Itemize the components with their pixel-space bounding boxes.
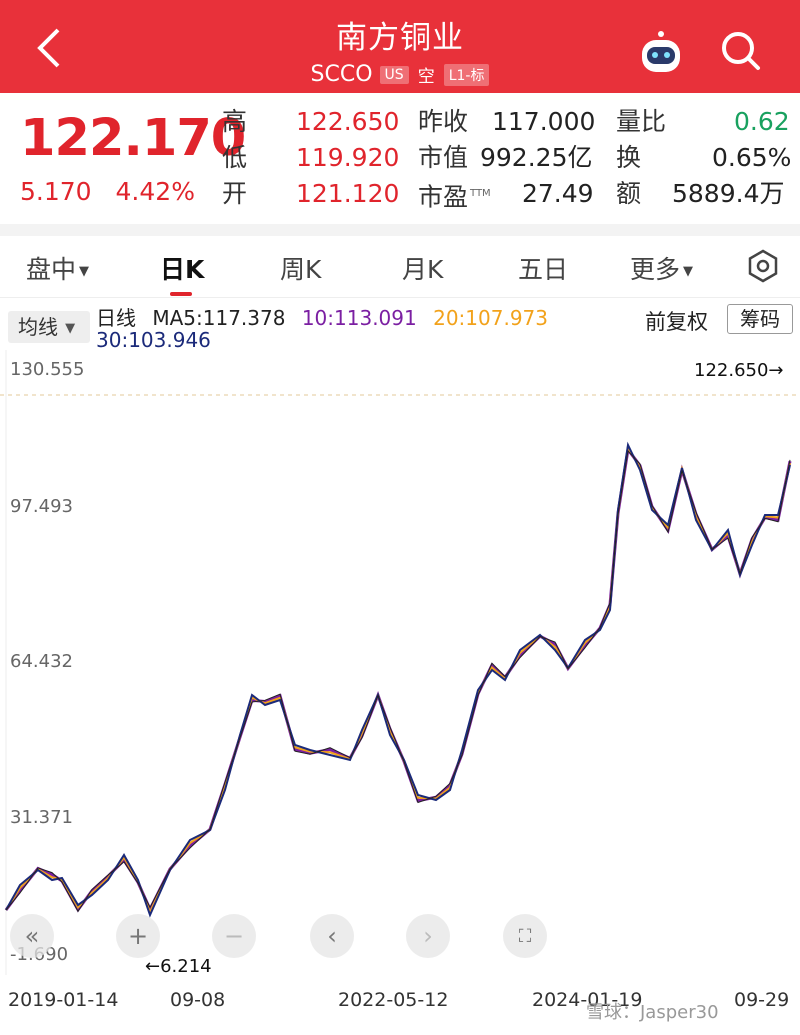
fullscreen-button[interactable]: ⛶ — [503, 914, 547, 958]
ma10-value: 10:113.091 — [301, 306, 417, 330]
price-curve-line — [5, 449, 791, 913]
watermark: 雪球：Jasper30 — [586, 1002, 719, 1023]
y-axis-label: 97.493 — [10, 496, 73, 517]
high-value: 122.650 — [296, 107, 400, 136]
active-tab-indicator — [170, 292, 192, 296]
tab-monthly-k[interactable]: 月K — [402, 255, 444, 284]
chart-settings-icon[interactable] — [745, 248, 781, 284]
open-label: 开 — [222, 179, 248, 208]
prev-close-label: 昨收 — [418, 107, 469, 136]
x-axis-label: 2024-01-19 — [532, 989, 643, 1011]
amount-value: 5889.4万 — [672, 179, 785, 208]
ma-values: 日线 MA5:117.378 10:113.091 20:107.973 — [96, 302, 558, 331]
turnover-value: 0.65% — [712, 143, 792, 172]
x-axis-label: 09-08 — [170, 989, 226, 1011]
open-value: 121.120 — [296, 179, 400, 208]
search-icon[interactable] — [718, 28, 764, 74]
x-axis-label: 2019-01-14 — [8, 989, 119, 1011]
header-bar: 南方铜业 SCCO US 空 L1-标 — [0, 0, 800, 93]
short-tag: 空 — [417, 67, 435, 87]
chevron-down-icon: ▼ — [79, 263, 90, 279]
change-amount: 5.170 — [20, 177, 92, 206]
zoom-in-button[interactable]: + — [116, 914, 160, 958]
section-divider — [0, 224, 800, 236]
x-axis-label: 09-29 — [734, 989, 790, 1011]
price-curve-line — [4, 445, 792, 913]
rewind-button[interactable]: « — [10, 914, 54, 958]
x-axis-label: 2022-05-12 — [338, 989, 449, 1011]
plus-icon: + — [127, 922, 149, 950]
turnover-label: 换 — [616, 143, 642, 172]
price-adjust-selector[interactable]: 前复权 — [645, 310, 708, 334]
y-axis-label-top: 130.555 — [10, 359, 85, 380]
ma5-value: MA5:117.378 — [152, 306, 286, 330]
fullscreen-icon: ⛶ — [518, 925, 532, 947]
ma30-value: 30:103.946 — [96, 328, 211, 352]
scroll-left-button[interactable]: ‹ — [310, 914, 354, 958]
market-tag: US — [379, 65, 409, 84]
back-arrow-icon[interactable] — [30, 26, 70, 70]
page-title: 南方铜业 — [336, 20, 464, 56]
chevron-left-icon: ‹ — [327, 922, 337, 950]
tab-intraday[interactable]: 盘中 ▼ — [26, 255, 90, 284]
volume-ratio-value: 0.62 — [734, 107, 790, 136]
tab-more[interactable]: 更多 ▼ — [630, 255, 694, 284]
ma-selector-button[interactable]: 均线 ▼ — [8, 311, 90, 343]
change-percent: 4.42% — [115, 177, 195, 206]
amount-label: 额 — [616, 179, 642, 208]
low-label: 低 — [222, 143, 248, 172]
kline-chart[interactable] — [0, 350, 800, 990]
chevron-down-icon: ▼ — [61, 320, 76, 336]
period-tabs: 盘中 ▼ 日K 周K 月K 五日 更多 ▼ — [0, 236, 800, 298]
market-cap-label: 市值 — [418, 143, 469, 172]
volume-ratio-label: 量比 — [616, 107, 667, 136]
ticker-symbol: SCCO — [310, 62, 373, 87]
tab-daily-k[interactable]: 日K — [160, 255, 205, 284]
minus-icon: − — [223, 922, 245, 950]
market-cap-value: 992.25亿 — [480, 143, 593, 172]
ma-period-label: 日线 — [96, 306, 136, 330]
high-label: 高 — [222, 107, 248, 136]
robot-assistant-icon[interactable] — [636, 30, 686, 76]
double-chevron-left-icon: « — [24, 922, 40, 950]
chevron-right-icon: › — [423, 922, 433, 950]
prev-close-value: 117.000 — [492, 107, 596, 136]
scroll-right-button[interactable]: › — [406, 914, 450, 958]
low-price-annotation: ←6.214 — [145, 956, 212, 977]
pe-label: 市盈 — [418, 182, 469, 212]
y-axis-label: 64.432 — [10, 651, 73, 672]
zoom-out-button[interactable]: − — [212, 914, 256, 958]
ma20-value: 20:107.973 — [433, 306, 548, 330]
current-price: 122.170 — [20, 109, 246, 168]
level-tag: L1-标 — [443, 63, 490, 86]
high-price-annotation: 122.650→ — [694, 360, 784, 381]
price-curve-line — [5, 441, 791, 918]
tab-weekly-k[interactable]: 周K — [280, 255, 322, 284]
price-change: 5.170 4.42% — [20, 177, 211, 206]
chevron-down-icon: ▼ — [683, 263, 694, 279]
chips-button[interactable]: 筹码 — [727, 304, 793, 334]
pe-ttm-tag: TTM — [470, 188, 491, 199]
quote-panel: 122.170 5.170 4.42% 高 122.650 低 119.920 … — [0, 93, 800, 223]
low-value: 119.920 — [296, 143, 400, 172]
pe-value: 27.49 — [522, 179, 594, 208]
tab-five-day[interactable]: 五日 — [518, 255, 569, 284]
y-axis-label: 31.371 — [10, 807, 73, 828]
